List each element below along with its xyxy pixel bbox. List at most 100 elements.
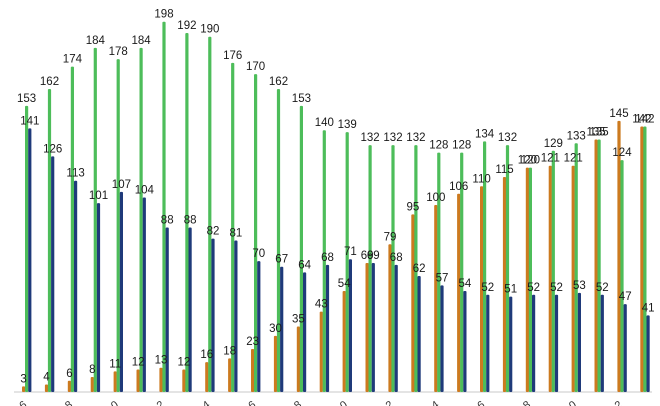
green-series-bar-13 (299, 105, 303, 392)
green-series-bar-15 (345, 132, 349, 392)
orange-series-bar-25 (571, 165, 575, 392)
orange-series-label-28: 142 (632, 113, 651, 125)
green-series-bar-5 (116, 59, 120, 392)
navy-series-bar-10 (234, 240, 238, 392)
orange-series-label-18: 95 (407, 201, 420, 213)
navy-series-label-10: 81 (230, 228, 243, 240)
green-series-bar-7 (162, 21, 166, 393)
x-tick-label-9: 2 (384, 399, 396, 406)
orange-series-bar-8 (182, 369, 186, 392)
navy-series-label-27: 47 (619, 291, 632, 303)
orange-series-label-21: 110 (472, 173, 490, 185)
navy-series-bar-9 (211, 238, 215, 392)
navy-series-label-15: 71 (344, 246, 357, 258)
navy-series-label-24: 52 (550, 282, 563, 294)
green-series-label-5: 178 (109, 46, 128, 58)
green-series-label-10: 176 (223, 50, 242, 62)
navy-series-label-23: 52 (527, 282, 540, 294)
green-series-label-22: 132 (498, 132, 517, 144)
navy-series-label-12: 67 (275, 254, 288, 266)
orange-series-bar-6 (136, 369, 140, 392)
navy-series-bar-27 (623, 304, 627, 392)
green-series-label-8: 192 (177, 20, 196, 32)
green-series-bar-8 (185, 32, 189, 393)
orange-series-bar-3 (67, 380, 71, 392)
orange-series-label-7: 13 (155, 355, 168, 367)
orange-series-bar-1 (22, 386, 26, 392)
navy-series-label-5: 107 (112, 179, 131, 191)
navy-series-bar-21 (486, 294, 490, 392)
green-series-bar-24 (551, 150, 555, 392)
x-tick-label-4: 2 (155, 399, 167, 406)
orange-series-bar-19 (434, 205, 438, 392)
x-tick-label-5: 4 (201, 399, 213, 406)
navy-series-label-20: 54 (459, 278, 472, 290)
navy-series-label-11: 70 (252, 248, 265, 260)
navy-series-label-8: 88 (184, 214, 197, 226)
orange-series-label-15: 54 (338, 278, 351, 290)
navy-series-label-28: 41 (642, 302, 655, 314)
green-series-label-20: 128 (452, 140, 471, 152)
orange-series-label-16: 69 (361, 250, 374, 262)
orange-series-bar-21 (480, 186, 484, 392)
x-tick-label-8: 0 (338, 399, 350, 406)
navy-series-label-6: 104 (135, 185, 155, 197)
green-series-label-21: 134 (475, 128, 495, 140)
green-series-bar-10 (231, 62, 235, 392)
green-series-bar-21 (483, 141, 487, 392)
green-series-bar-14 (322, 130, 326, 392)
navy-series-label-9: 82 (207, 226, 220, 238)
orange-series-bar-4 (90, 377, 94, 392)
orange-series-bar-20 (457, 193, 461, 392)
green-series-label-1: 153 (17, 93, 36, 105)
x-tick-label-7: 8 (292, 399, 304, 406)
orange-series-bar-12 (273, 335, 278, 392)
green-series-label-24: 129 (544, 138, 563, 150)
orange-series-label-6: 12 (132, 357, 145, 369)
green-series-label-7: 198 (154, 9, 173, 21)
navy-series-label-13: 64 (298, 259, 311, 271)
orange-series-bar-22 (502, 176, 507, 392)
navy-series-label-16: 69 (367, 250, 380, 262)
orange-series-bar-2 (44, 384, 49, 392)
green-series-bar-26 (597, 139, 601, 392)
green-series-label-12: 162 (269, 76, 288, 88)
navy-series-bar-6 (142, 197, 146, 392)
orange-series-label-5: 11 (109, 358, 121, 370)
navy-series-label-7: 88 (161, 214, 174, 226)
orange-series-bar-26 (594, 139, 598, 392)
navy-series-bar-4 (96, 203, 101, 392)
navy-series-bar-8 (188, 227, 192, 392)
navy-series-bar-19 (440, 285, 444, 392)
green-series-bar-11 (254, 74, 258, 392)
green-series-bar-16 (368, 145, 372, 392)
green-series-label-14: 140 (315, 117, 334, 129)
green-series-label-11: 170 (246, 61, 265, 73)
navy-series-label-2: 126 (43, 143, 62, 155)
orange-series-bar-14 (319, 311, 323, 392)
green-series-bar-23 (528, 167, 532, 392)
green-series-label-27: 124 (612, 147, 632, 159)
navy-series-bar-24 (554, 294, 559, 392)
green-series-label-25: 133 (567, 130, 586, 142)
green-series-bar-17 (391, 145, 395, 392)
orange-series-label-2: 4 (43, 372, 50, 384)
navy-series-bar-3 (74, 180, 78, 392)
orange-series-label-1: 3 (20, 373, 26, 385)
orange-series-label-4: 8 (89, 364, 95, 376)
green-series-label-13: 153 (292, 93, 311, 105)
navy-series-bar-12 (280, 266, 284, 392)
navy-series-bar-2 (51, 156, 55, 392)
orange-series-bar-24 (548, 165, 552, 392)
green-series-label-2: 162 (40, 76, 59, 88)
x-tick-label-1: 6 (17, 399, 29, 406)
navy-series-label-26: 52 (596, 282, 609, 294)
orange-series-bar-27 (617, 120, 621, 392)
orange-series-bar-28 (640, 126, 644, 393)
green-series-label-6: 184 (132, 35, 152, 47)
x-tick-label-14: 2 (613, 399, 625, 406)
orange-series-bar-17 (388, 244, 392, 392)
green-series-label-26: 135 (590, 127, 609, 139)
orange-series-label-13: 35 (292, 314, 305, 326)
